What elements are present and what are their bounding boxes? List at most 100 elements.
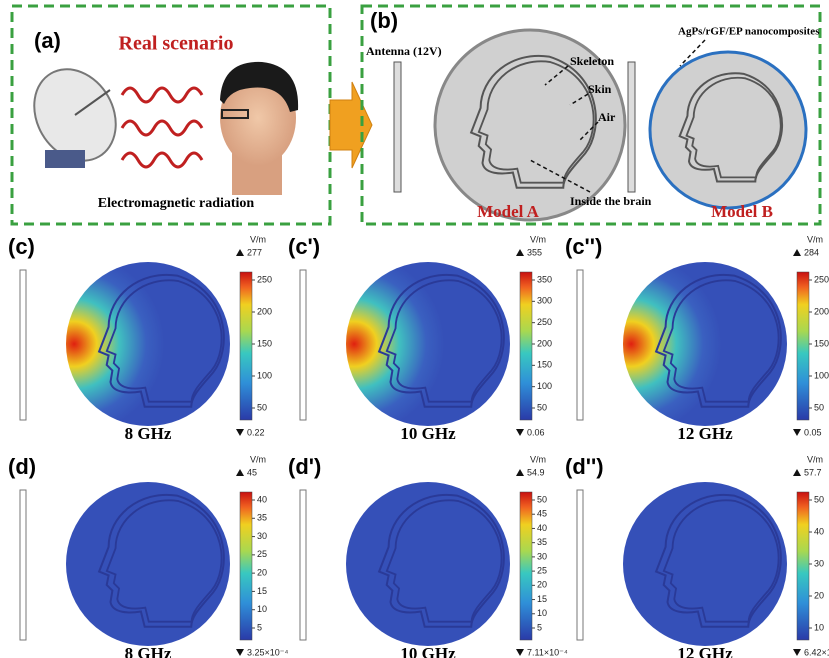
field-map: (d'') 12 GHz V/m 57.7 50 40 30 20 10 6.42×10⁻⁴: [565, 454, 829, 658]
antenna: [576, 269, 584, 421]
unit: V/m: [530, 234, 546, 244]
colorbar-tick-label: 40: [257, 494, 267, 504]
colorbar-tick-label: 150: [537, 360, 552, 370]
colorbar-tick-label: 20: [537, 580, 547, 590]
min-marker: [516, 429, 524, 436]
annotation: AgPs/rGF/EP nanocomposites: [678, 26, 820, 38]
colorbar-tick-label: 250: [537, 317, 552, 327]
head-inner: [105, 499, 223, 623]
panel-label: (c''): [565, 234, 602, 259]
unit: V/m: [807, 454, 823, 464]
head-outer: [377, 493, 505, 628]
colorbar-tick-label: 10: [814, 622, 824, 632]
colorbar-tick-label: 40: [814, 526, 824, 536]
panel-label: (b): [370, 8, 398, 33]
head-inner: [662, 499, 780, 623]
min-marker: [793, 429, 801, 436]
unit: V/m: [250, 454, 266, 464]
colorbar-tick-label: 10: [257, 604, 267, 614]
annotation: Skeleton: [570, 54, 614, 68]
head-inner: [385, 279, 503, 403]
max-value: 277: [247, 247, 262, 257]
antenna: [576, 489, 584, 641]
max-value: 45: [247, 467, 257, 477]
colorbar-tick-label: 5: [257, 622, 262, 632]
annotation: Air: [598, 110, 616, 124]
antenna: [19, 269, 27, 421]
colorbar-tick-label: 50: [257, 402, 267, 412]
max-value: 355: [527, 247, 542, 257]
head-inner: [105, 279, 223, 403]
frequency: 12 GHz: [677, 644, 733, 658]
model-label: Model B: [711, 202, 773, 221]
max-marker: [793, 249, 801, 256]
field-circle: [66, 262, 230, 426]
min-value: 0.05: [804, 427, 822, 437]
colorbar: [239, 491, 253, 641]
colorbar-tick-label: 15: [257, 586, 267, 596]
head-outer: [97, 273, 225, 408]
colorbar-tick-label: 100: [537, 381, 552, 391]
colorbar-tick-label: 50: [537, 402, 547, 412]
field-map: (c'') 12 GHz V/m 284 250 200 150 100 50 0.05: [565, 234, 829, 443]
max-value: 284: [804, 247, 819, 257]
panel-label: (c'): [288, 234, 320, 259]
panel-frame: [10, 4, 332, 226]
frequency: 8 GHz: [125, 644, 172, 658]
min-marker: [236, 429, 244, 436]
arrow: [329, 81, 373, 169]
antenna: [627, 61, 636, 193]
max-value: 54.9: [527, 467, 545, 477]
max-marker: [793, 469, 801, 476]
colorbar-tick-label: 25: [257, 549, 267, 559]
colorbar-tick-label: 200: [537, 338, 552, 348]
leader-lines: [529, 39, 706, 193]
antenna: [19, 489, 27, 641]
colorbar: [519, 491, 533, 641]
panel-label: (d''): [565, 454, 604, 479]
field-map: (c') 10 GHz V/m 355 350 300 250 200 150 100 50 0.06: [288, 234, 552, 443]
colorbar-tick-label: 250: [257, 274, 272, 284]
head-inner: [477, 60, 595, 184]
colorbar-tick-label: 5: [537, 622, 542, 632]
antenna: [299, 489, 307, 641]
colorbar-tick-label: 300: [537, 296, 552, 306]
field-map: (c) 8 GHz V/m 277 250 200 150 100 50 0.22: [8, 234, 272, 443]
head-inner: [662, 279, 780, 403]
field-circle: [623, 262, 787, 426]
panel-title: Real scenario: [119, 33, 234, 55]
frequency: 10 GHz: [400, 424, 456, 443]
colorbar: [796, 271, 810, 421]
min-marker: [793, 649, 801, 656]
unit: V/m: [250, 234, 266, 244]
colorbar-tick-label: 40: [537, 523, 547, 533]
min-marker: [516, 649, 524, 656]
max-value: 57.7: [804, 467, 822, 477]
min-value: 3.25×10⁻⁴: [247, 647, 289, 657]
colorbar-tick-label: 10: [537, 608, 547, 618]
head-outline: [678, 72, 784, 183]
frequency: 8 GHz: [125, 424, 172, 443]
colorbar: [519, 271, 533, 421]
colorbar-tick-label: 200: [257, 306, 272, 316]
field-circle: [346, 482, 510, 646]
colorbar-tick-label: 200: [814, 306, 829, 316]
model-label: Model A: [477, 202, 540, 221]
max-marker: [516, 249, 524, 256]
colorbar-tick-label: 20: [814, 590, 824, 600]
colorbar-tick-label: 100: [257, 370, 272, 380]
frequency: 12 GHz: [677, 424, 733, 443]
min-value: 6.42×10⁻⁴: [804, 647, 829, 657]
colorbar-tick-label: 250: [814, 274, 829, 284]
head-inner: [385, 499, 503, 623]
max-marker: [516, 469, 524, 476]
min-value: 0.06: [527, 427, 545, 437]
field-map: (d') 10 GHz V/m 54.9 50 45 40 35 30 25 20 15 10 5 7.11…: [288, 454, 568, 658]
field-circle: [66, 482, 230, 646]
colorbar-tick-label: 150: [814, 338, 829, 348]
dish: [33, 68, 117, 168]
colorbar-tick-label: 50: [814, 494, 824, 504]
colorbar: [239, 271, 253, 421]
person: [220, 61, 299, 195]
